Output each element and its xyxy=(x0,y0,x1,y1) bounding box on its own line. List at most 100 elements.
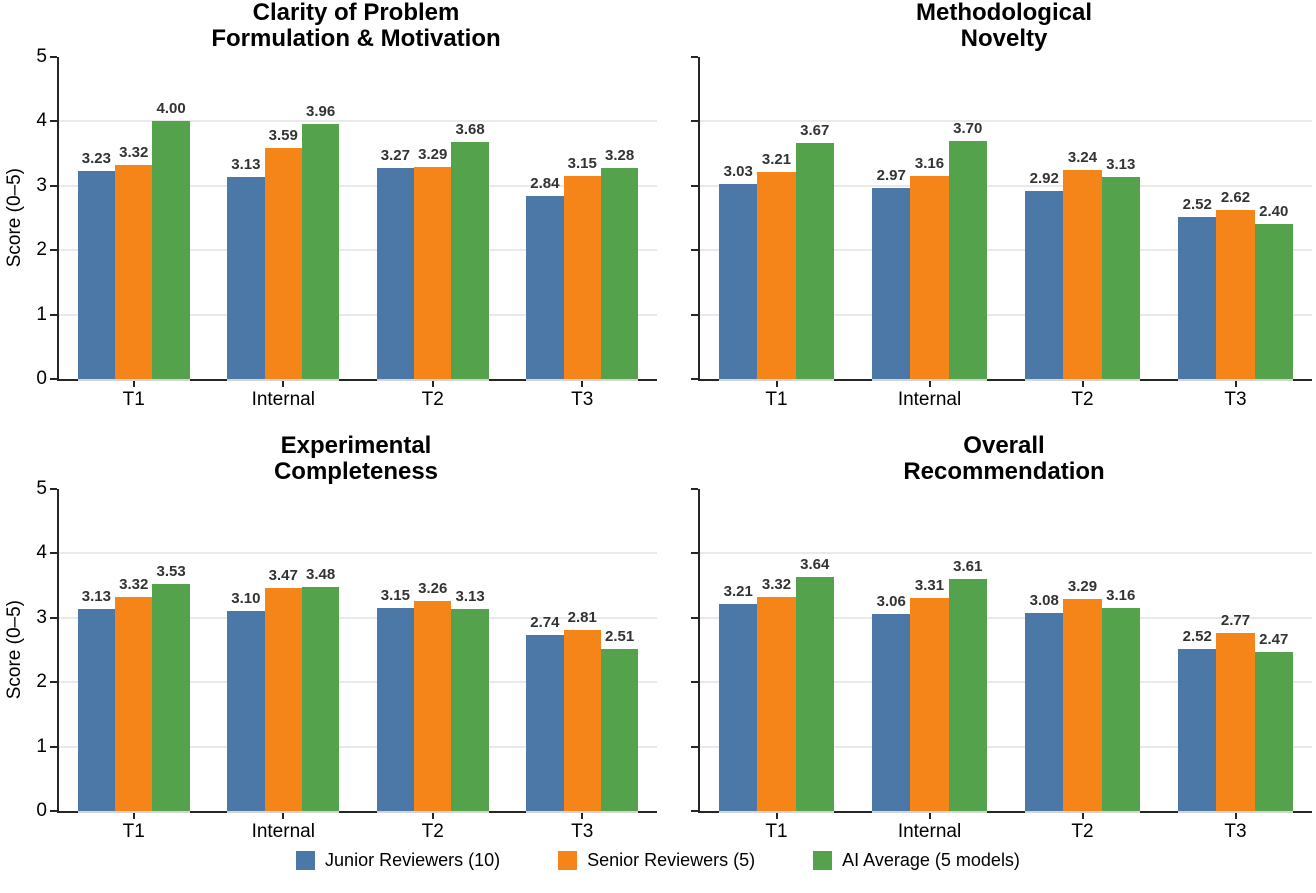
bar-value-label: 2.97 xyxy=(876,166,906,184)
x-tick-label: Internal xyxy=(897,821,962,842)
bar-value-label: 3.32 xyxy=(119,576,149,594)
bar xyxy=(526,196,564,379)
bar xyxy=(414,167,452,379)
bar-value-label: 3.26 xyxy=(418,580,448,598)
gridline xyxy=(700,745,1312,748)
x-tick-mark xyxy=(282,813,285,819)
bar xyxy=(227,177,265,379)
y-tick-label: 4 xyxy=(36,110,47,132)
gridline xyxy=(59,552,657,555)
y-tick-mark xyxy=(691,378,698,380)
bar-value-label: 2.52 xyxy=(1182,627,1212,645)
x-tick-label: T2 xyxy=(421,821,444,842)
y-axis-label: Score (0–5) xyxy=(3,57,27,379)
x-tick-mark xyxy=(1081,813,1084,819)
subplot-clarity: Clarity of Problem Formulation & Motivat… xyxy=(0,0,658,420)
bar xyxy=(376,168,415,379)
gridline xyxy=(700,184,1312,187)
bar xyxy=(1254,224,1293,379)
bar xyxy=(1025,612,1064,811)
x-tick-label: Internal xyxy=(897,389,962,410)
gridline xyxy=(700,616,1312,619)
plot-area: 3.21 3.32 3.64 T1 3.06 3.31 3.61 Internal 3.08 3.… xyxy=(691,488,1312,842)
x-tick-label: T2 xyxy=(421,389,444,410)
x-tick-mark xyxy=(132,813,135,819)
bar-baseline xyxy=(526,378,639,381)
x-tick-mark xyxy=(775,813,778,819)
bar xyxy=(1216,210,1255,379)
y-tick-mark xyxy=(50,313,57,316)
bar-baseline xyxy=(719,378,834,381)
bar-value-label: 3.13 xyxy=(231,156,261,174)
x-tick-label: T3 xyxy=(1224,389,1247,410)
y-axis-label: Score (0–5) xyxy=(3,489,27,811)
bar-value-label: 3.08 xyxy=(1029,591,1059,609)
x-tick-mark xyxy=(132,381,135,387)
bar xyxy=(872,613,911,811)
bar xyxy=(77,609,116,811)
y-tick-mark xyxy=(50,616,57,619)
bar xyxy=(301,586,340,811)
bar xyxy=(600,167,639,379)
gridline xyxy=(59,120,657,123)
y-tick-mark xyxy=(691,616,698,619)
bar-value-label: 3.32 xyxy=(761,576,792,594)
bar xyxy=(795,576,834,811)
bar-value-label: 2.62 xyxy=(1220,189,1251,207)
y-tick-label: 1 xyxy=(36,303,47,325)
y-tick-label: 3 xyxy=(36,606,47,628)
bar-baseline xyxy=(376,810,489,813)
x-tick-mark xyxy=(1081,381,1084,387)
x-tick-label: T1 xyxy=(122,389,145,410)
y-tick-mark xyxy=(50,552,57,555)
bar-value-label: 3.53 xyxy=(156,562,186,580)
bar xyxy=(1101,177,1140,379)
chart-title-line: Experimental xyxy=(280,432,432,459)
y-tick-mark xyxy=(691,810,698,812)
x-tick-label: Internal xyxy=(251,389,315,410)
y-tick-mark xyxy=(50,810,57,812)
bar-value-label: 2.51 xyxy=(605,628,635,646)
bar-value-label: 2.77 xyxy=(1220,611,1251,629)
bar xyxy=(1025,190,1064,379)
bar xyxy=(1063,170,1102,379)
bar xyxy=(376,608,415,811)
x-tick-mark xyxy=(1234,381,1237,387)
y-tick-label: 2 xyxy=(36,671,47,693)
gridline xyxy=(59,616,657,619)
x-tick-mark xyxy=(775,381,778,387)
bar-value-label: 3.31 xyxy=(914,576,945,594)
bar xyxy=(1101,607,1140,811)
y-tick-label: 4 xyxy=(36,542,47,564)
chart-title-line: Completeness xyxy=(273,458,439,485)
subplot-novelty: Methodological Novelty 3.03 3.21 3.67 T1 2.9… xyxy=(658,0,1316,420)
bar-value-label: 2.74 xyxy=(530,613,560,631)
bar xyxy=(600,649,639,811)
bar-value-label: 3.16 xyxy=(914,154,945,172)
bar xyxy=(1216,632,1255,811)
bar-baseline xyxy=(227,378,340,381)
bar-value-label: 3.48 xyxy=(306,565,336,583)
y-tick-label: 0 xyxy=(36,368,47,389)
bar-value-label: 2.84 xyxy=(530,175,560,193)
y-tick-label: 5 xyxy=(36,46,47,67)
legend-label: Senior Reviewers (5) xyxy=(587,850,756,870)
bar-value-label: 3.06 xyxy=(876,592,906,610)
bar xyxy=(910,175,949,379)
y-tick-mark xyxy=(691,313,698,316)
bar-value-label: 3.21 xyxy=(761,151,792,169)
bar xyxy=(152,121,190,379)
y-tick-mark xyxy=(691,184,698,187)
x-tick-mark xyxy=(928,381,931,387)
bar xyxy=(563,176,601,379)
bar-value-label: 2.81 xyxy=(567,609,597,627)
x-tick-label: Internal xyxy=(251,821,315,842)
bar xyxy=(795,142,834,379)
x-tick-mark xyxy=(928,813,931,819)
y-tick-mark xyxy=(691,56,698,58)
subplot-completeness: Experimental Completeness Score (0–5) 0 1… xyxy=(0,430,658,850)
plot-area: 3.03 3.21 3.67 T1 2.97 3.16 3.70 Internal 2.92 3.… xyxy=(691,56,1312,410)
chart-title: Methodological Novelty xyxy=(698,0,1310,52)
legend-label: AI Average (5 models) xyxy=(842,850,1020,870)
legend-item-ai-average: AI Average (5 models) xyxy=(813,850,1020,871)
